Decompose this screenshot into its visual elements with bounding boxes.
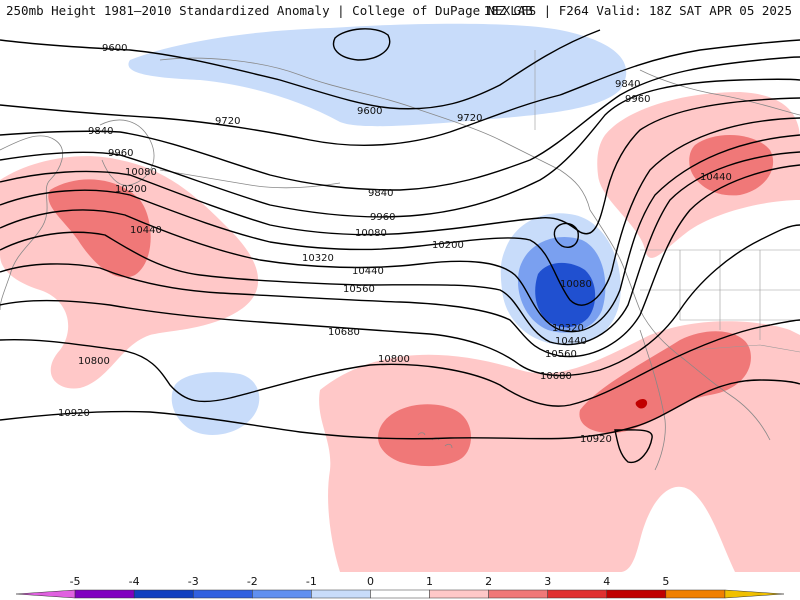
contour-label: 10560 <box>343 284 375 295</box>
contour-label: 10440 <box>130 225 162 236</box>
colorbar-segment <box>370 589 430 599</box>
contour-9600 <box>0 29 601 110</box>
map-title: 250mb Height 1981–2010 Standardized Anom… <box>6 3 533 18</box>
contour-label: 10440 <box>700 172 732 183</box>
colorbar-segment <box>74 589 135 599</box>
contour-label: 10800 <box>378 354 410 365</box>
contour-label: 10680 <box>540 371 572 382</box>
height-contours <box>0 28 800 464</box>
contour-label: 9840 <box>615 79 640 90</box>
contour-10560 <box>0 164 800 358</box>
borders <box>534 50 800 353</box>
contour-label: 9960 <box>370 212 395 223</box>
anomaly-bering-negative <box>128 23 627 127</box>
colorbar-legend: -5 -4 -3 -2 -1 0 1 2 3 4 5 <box>0 572 800 600</box>
colorbar-segment <box>311 589 371 599</box>
contour-labels: 9600 9600 9720 9720 9840 9840 9840 9960 … <box>58 43 732 445</box>
coastline-hudson <box>639 69 800 116</box>
contour-label: 10080 <box>560 279 592 290</box>
colorbar-tick-label: -2 <box>247 575 258 588</box>
colorbar-segment <box>192 589 253 599</box>
coastline-hawaii <box>417 432 453 449</box>
header-bar: 250mb Height 1981–2010 Standardized Anom… <box>0 0 800 22</box>
coastline-alaska <box>159 57 591 211</box>
contour-label: 10440 <box>352 266 384 277</box>
colorbar-segment <box>488 589 548 599</box>
colorbar-tick-label: 5 <box>662 575 669 588</box>
anomaly-asia-positive-strong <box>48 179 151 278</box>
anomaly-west-positive-max <box>635 399 648 409</box>
contour-label: 10200 <box>432 240 464 251</box>
model-valid-time: 18Z GFS | F264 Valid: 18Z SAT APR 05 202… <box>483 3 792 18</box>
colorbar-tick-label: -1 <box>306 575 317 588</box>
anomaly-trough-negative-3 <box>535 262 596 328</box>
weather-map: 9600 9600 9720 9720 9840 9840 9840 9960 … <box>0 22 800 572</box>
contour-label: 10200 <box>115 184 147 195</box>
colorbar-segment <box>252 589 312 599</box>
contour-label: 9600 <box>357 106 382 117</box>
border-us-mexico <box>689 344 800 353</box>
contour-label: 10920 <box>580 434 612 445</box>
contour-label: 10680 <box>328 327 360 338</box>
contour-label: 9600 <box>102 43 127 54</box>
contour-label: 9720 <box>215 116 240 127</box>
colorbar-segment <box>133 589 194 599</box>
contour-label: 9720 <box>457 113 482 124</box>
colorbar-segment <box>665 589 726 599</box>
colorbar-segment <box>724 589 785 599</box>
contour-9720 <box>0 39 800 146</box>
colorbar-tick-label: -4 <box>129 575 140 588</box>
contour-10440 <box>0 151 800 346</box>
contour-10920 <box>0 379 800 440</box>
contour-9600-closed <box>332 28 391 61</box>
contour-10320 <box>0 134 800 333</box>
contour-label: 9960 <box>625 94 650 105</box>
contour-label: 10440 <box>555 336 587 347</box>
colorbar-segment <box>15 589 76 599</box>
colorbar-tick-label: 2 <box>485 575 492 588</box>
coastline-baja <box>639 329 666 471</box>
border-states-2 <box>640 289 800 321</box>
anomaly-west-positive <box>579 331 751 434</box>
colorbar-segment <box>547 589 608 599</box>
contour-label: 10920 <box>58 408 90 419</box>
contour-label: 9840 <box>88 126 113 137</box>
contour-10080-closed <box>553 222 579 249</box>
colorbar-segment <box>429 589 489 599</box>
colorbar-tick-label: 3 <box>544 575 551 588</box>
contour-10680 <box>0 224 800 377</box>
contour-label: 10800 <box>78 356 110 367</box>
coastline-aleutians <box>159 169 341 189</box>
contour-label: 9840 <box>368 188 393 199</box>
contour-label: 10080 <box>355 228 387 239</box>
contour-label: 10560 <box>545 349 577 360</box>
contour-9960 <box>0 78 800 218</box>
contour-label: 10320 <box>552 323 584 334</box>
contour-10920-closed <box>614 429 653 464</box>
contour-label: 10320 <box>302 253 334 264</box>
contour-10080 <box>0 97 800 236</box>
colorbar-tick-label: -3 <box>188 575 199 588</box>
contour-10200 <box>0 117 800 306</box>
colorbar-segment <box>606 589 667 599</box>
positive-anomaly-areas <box>0 92 800 572</box>
coastline-asia <box>0 135 64 311</box>
colorbar-tick-label: -5 <box>70 575 81 588</box>
contour-10800 <box>0 319 800 407</box>
contour-label: 10080 <box>125 167 157 178</box>
anomaly-pacific-negative <box>171 372 260 435</box>
colorbar-tick-label: 1 <box>426 575 433 588</box>
contour-label: 9960 <box>108 148 133 159</box>
contour-9840 <box>0 56 800 191</box>
colorbar-tick-label: 4 <box>603 575 610 588</box>
colorbar-tick-label: 0 <box>367 575 374 588</box>
anomaly-hawaii-positive <box>378 404 472 467</box>
